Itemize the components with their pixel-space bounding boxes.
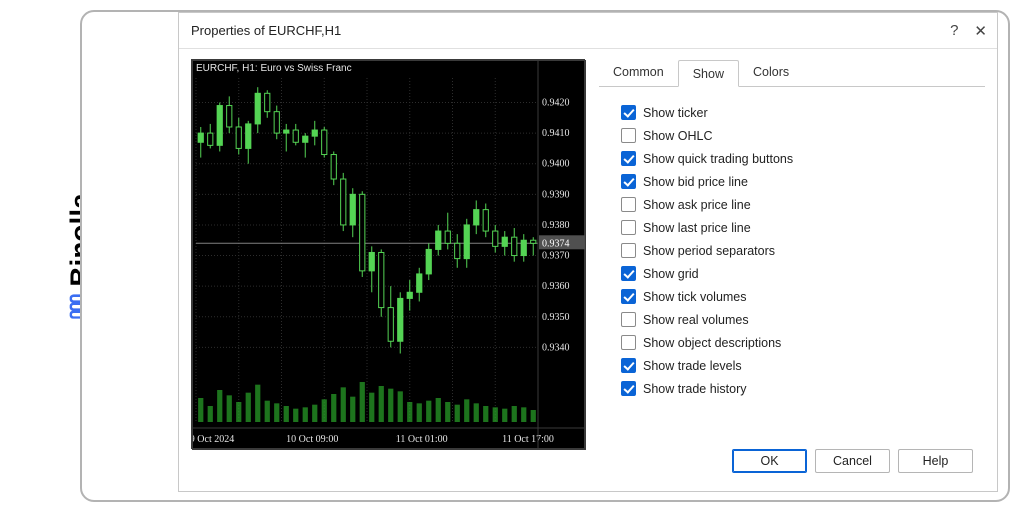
checkbox[interactable] (621, 312, 636, 327)
button-row: OK Cancel Help (599, 449, 985, 483)
option-row: Show ticker (621, 105, 975, 120)
option-label: Show last price line (643, 221, 751, 235)
option-row: Show object descriptions (621, 335, 975, 350)
checkbox[interactable] (621, 105, 636, 120)
option-row: Show trade history (621, 381, 975, 396)
checkbox[interactable] (621, 128, 636, 143)
option-label: Show object descriptions (643, 336, 781, 350)
tabs: CommonShowColors (599, 59, 985, 87)
tab-common[interactable]: Common (599, 59, 678, 86)
svg-text:0.9380: 0.9380 (542, 220, 570, 231)
option-row: Show trade levels (621, 358, 975, 373)
settings-panel: CommonShowColors Show tickerShow OHLCSho… (599, 59, 985, 483)
tab-colors[interactable]: Colors (739, 59, 803, 86)
checkbox[interactable] (621, 289, 636, 304)
option-label: Show trade history (643, 382, 747, 396)
svg-text:0.9400: 0.9400 (542, 159, 570, 170)
checkbox[interactable] (621, 358, 636, 373)
checkbox[interactable] (621, 243, 636, 258)
option-label: Show ticker (643, 106, 708, 120)
option-row: Show last price line (621, 220, 975, 235)
svg-text:11 Oct 01:00: 11 Oct 01:00 (396, 434, 448, 445)
cancel-button[interactable]: Cancel (815, 449, 890, 473)
option-label: Show OHLC (643, 129, 712, 143)
option-row: Show tick volumes (621, 289, 975, 304)
svg-text:0.9420: 0.9420 (542, 97, 570, 108)
option-row: Show grid (621, 266, 975, 281)
help-icon[interactable]: ? (950, 22, 958, 39)
svg-text:0.9360: 0.9360 (542, 281, 570, 292)
svg-text:0.9410: 0.9410 (542, 128, 570, 139)
checkbox[interactable] (621, 174, 636, 189)
help-button[interactable]: Help (898, 449, 973, 473)
option-label: Show period separators (643, 244, 775, 258)
close-icon[interactable]: ✕ (974, 22, 987, 40)
chart-canvas: 0.9420 0.9410 0.9400 0.9390 0.9380 0.9370 0.93… (192, 60, 586, 450)
svg-text:0.9340: 0.9340 (542, 342, 570, 353)
checkbox[interactable] (621, 151, 636, 166)
option-row: Show real volumes (621, 312, 975, 327)
checkbox[interactable] (621, 197, 636, 212)
checkbox[interactable] (621, 335, 636, 350)
option-row: Show OHLC (621, 128, 975, 143)
svg-text:0.9374: 0.9374 (542, 238, 570, 249)
option-row: Show bid price line (621, 174, 975, 189)
option-label: Show ask price line (643, 198, 751, 212)
option-label: Show trade levels (643, 359, 742, 373)
svg-text:9 Oct 2024: 9 Oct 2024 (192, 434, 234, 445)
options-list: Show ticker Show OHLC Show quick trading b… (599, 87, 985, 406)
svg-text:0.9390: 0.9390 (542, 189, 570, 200)
titlebar: Properties of EURCHF,H1 ? ✕ (179, 13, 997, 49)
checkbox[interactable] (621, 381, 636, 396)
option-label: Show grid (643, 267, 699, 281)
svg-text:0.9350: 0.9350 (542, 312, 570, 323)
outer-frame: Properties of EURCHF,H1 ? ✕ EURCHF, H1: … (80, 10, 1010, 502)
option-label: Show tick volumes (643, 290, 747, 304)
chart-preview: EURCHF, H1: Euro vs Swiss Franc 0.94200.… (191, 59, 585, 449)
checkbox[interactable] (621, 266, 636, 281)
option-row: Show period separators (621, 243, 975, 258)
option-label: Show bid price line (643, 175, 748, 189)
option-row: Show ask price line (621, 197, 975, 212)
svg-text:10 Oct 09:00: 10 Oct 09:00 (286, 434, 338, 445)
svg-text:0.9370: 0.9370 (542, 251, 570, 262)
option-label: Show real volumes (643, 313, 749, 327)
ok-button[interactable]: OK (732, 449, 807, 473)
option-label: Show quick trading buttons (643, 152, 793, 166)
properties-dialog: Properties of EURCHF,H1 ? ✕ EURCHF, H1: … (178, 12, 998, 492)
option-row: Show quick trading buttons (621, 151, 975, 166)
dialog-title: Properties of EURCHF,H1 (191, 23, 341, 38)
svg-text:11 Oct 17:00: 11 Oct 17:00 (502, 434, 554, 445)
tab-show[interactable]: Show (678, 60, 739, 87)
checkbox[interactable] (621, 220, 636, 235)
